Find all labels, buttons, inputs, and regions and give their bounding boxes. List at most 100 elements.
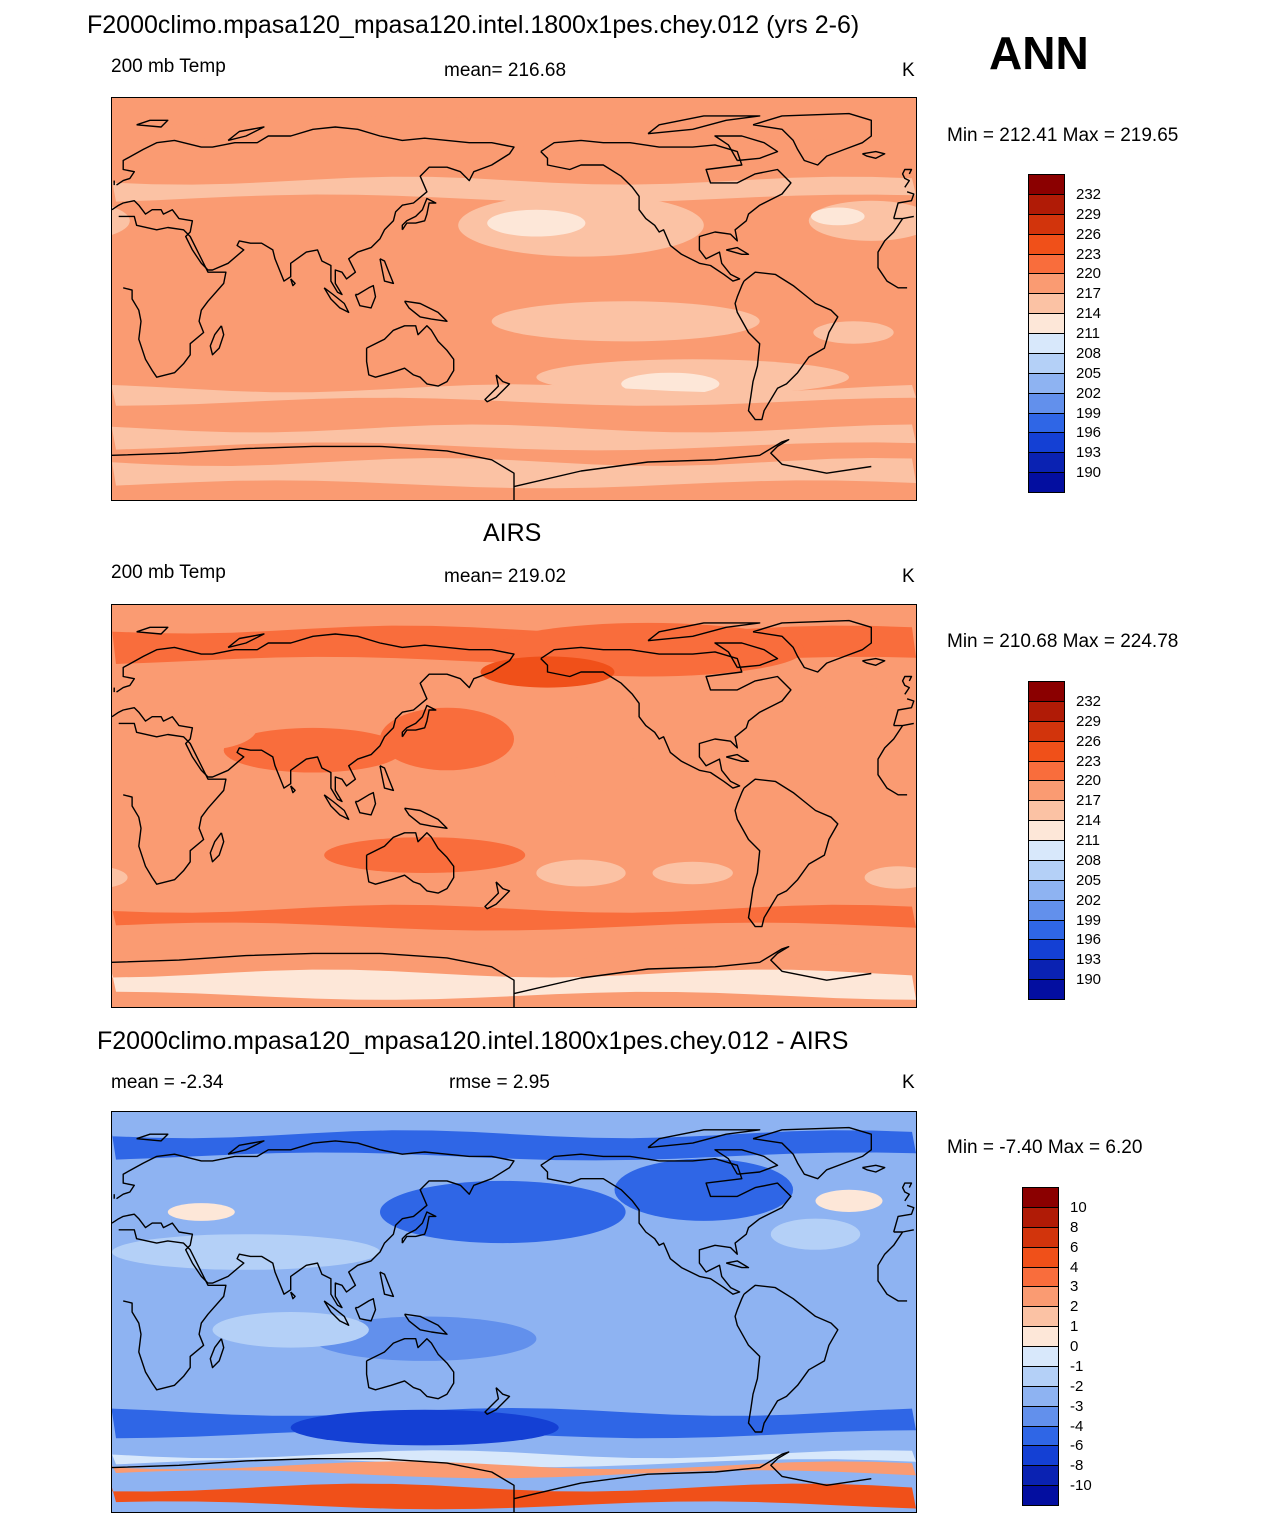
- field-band-14: [112, 943, 916, 963]
- field-blob-12: [864, 866, 916, 889]
- coastline-new-guinea: [404, 1313, 448, 1335]
- colorbar-tick-label: 214: [1076, 812, 1102, 830]
- panel-2-minmax: Min = 210.68 Max = 224.78: [947, 631, 1179, 652]
- coastline-philippines: [379, 1271, 395, 1298]
- colorbar-swatch: [1028, 273, 1065, 294]
- coastline-svalbard: [136, 119, 169, 128]
- panel-3-units-label: K: [902, 1072, 915, 1093]
- colorbar-swatch: [1022, 1266, 1059, 1287]
- field-blob-6: [324, 837, 526, 873]
- coastline-antarctica: [513, 439, 872, 488]
- colorbar-swatch: [1022, 1206, 1059, 1228]
- colorbar-tick-label: 226: [1076, 225, 1102, 243]
- coastline-iceland: [862, 150, 886, 159]
- colorbar-swatch: [1028, 959, 1065, 980]
- colorbar-swatch: [1022, 1326, 1059, 1347]
- panel-2-map: [111, 604, 917, 1008]
- colorbar-tick-label: 217: [1076, 792, 1102, 810]
- colorbar-tick-label: 8: [1070, 1218, 1079, 1236]
- coastline-africa-1: [118, 722, 227, 885]
- coastline-eurasia-africa-2: [893, 722, 914, 727]
- colorbar-tick-label: 10: [1070, 1198, 1087, 1216]
- coastline-japan: [401, 197, 437, 231]
- colorbar-tick-label: 208: [1076, 851, 1102, 869]
- field-band-12: [112, 1450, 916, 1468]
- field-blob-5: [770, 1218, 861, 1250]
- coastline-arctic-islands: [647, 622, 761, 642]
- colorbar-tick-label: 0: [1070, 1338, 1079, 1355]
- coastline-sri-lanka: [290, 785, 296, 794]
- colorbar-swatch: [1022, 1246, 1059, 1267]
- coastline-sumatra: [323, 287, 350, 314]
- colorbar-swatch: [1028, 720, 1065, 742]
- field-blob-5: [380, 707, 514, 771]
- colorbar-swatch: [1028, 899, 1065, 920]
- colorbar-tick-label: 202: [1076, 384, 1102, 402]
- colorbar-tick-label: 211: [1076, 832, 1100, 849]
- colorbar-swatch: [1028, 432, 1065, 453]
- coastline-eurasia-africa: [893, 698, 915, 726]
- colorbar-swatch: [1028, 939, 1065, 960]
- colorbar-swatch: [1028, 979, 1065, 1000]
- field-blob-11: [652, 861, 733, 885]
- colorbar-tick-label: -3: [1070, 1397, 1084, 1415]
- colorbar-swatch: [1028, 740, 1065, 761]
- season-label: ANN: [989, 27, 1089, 79]
- coastline-cuba: [726, 1260, 750, 1269]
- colorbar-swatch: [1028, 879, 1065, 901]
- panel-2-variable-label: 200 mb Temp: [111, 562, 226, 583]
- colorbar-tick-label: 193: [1076, 444, 1102, 462]
- coastline-cuba: [726, 246, 750, 256]
- field-blob-4: [223, 727, 403, 773]
- colorbar-tick-label: 190: [1076, 464, 1102, 482]
- colorbar-swatch: [1022, 1465, 1059, 1486]
- colorbar-swatch: [1028, 352, 1065, 374]
- coastline-japan: [401, 1211, 437, 1244]
- field-blob-8: [621, 372, 720, 396]
- panel-3-minmax: Min = -7.40 Max = 6.20: [947, 1137, 1143, 1158]
- colorbar-swatch: [1028, 333, 1065, 354]
- field-base: [112, 1112, 916, 1512]
- field-band-11: [112, 424, 916, 451]
- colorbar-tick-label: 208: [1076, 344, 1102, 362]
- colorbar-swatch: [1028, 820, 1065, 841]
- colorbar-swatch: [1022, 1485, 1059, 1506]
- colorbar-swatch: [1028, 859, 1065, 881]
- panel-1-title: F2000climo.mpasa120_mpasa120.intel.1800x…: [87, 11, 860, 39]
- colorbar-tick-label: 4: [1070, 1258, 1079, 1276]
- coastline-africa-1: [118, 215, 227, 378]
- coastline-antarctica: [513, 946, 872, 995]
- coastline-novaya-zemlya: [227, 126, 265, 142]
- coastline-africa-2: [877, 218, 908, 289]
- field-blob-5: [811, 207, 865, 226]
- panel-1-variable-label: 200 mb Temp: [111, 56, 226, 77]
- colorbar-tick-label: 199: [1076, 404, 1102, 422]
- colorbar-tick-label: 220: [1076, 772, 1102, 790]
- coastline-novaya-zemlya: [227, 633, 265, 649]
- coastline-greenland: [752, 619, 872, 673]
- colorbar-tick-label: 229: [1076, 205, 1102, 223]
- panel-3-rmse-label: rmse = 2.95: [449, 1072, 550, 1093]
- coastline-africa-1: [118, 1229, 227, 1391]
- coastline-cuba: [726, 753, 750, 763]
- coastline-sumatra: [323, 1300, 350, 1327]
- coastline-uk-2: [901, 675, 913, 695]
- coastline-uk-2: [901, 168, 913, 188]
- colorbar-tick-label: 199: [1076, 911, 1102, 929]
- colorbar-swatch: [1022, 1346, 1059, 1367]
- colorbar-swatch: [1028, 760, 1065, 781]
- coastline-eurasia-africa-1: [112, 633, 515, 803]
- panel-3-title: F2000climo.mpasa120_mpasa120.intel.1800x…: [97, 1027, 849, 1055]
- coastline-australia: [365, 1337, 455, 1400]
- colorbar-tick-label: 232: [1076, 185, 1102, 203]
- colorbar-swatch: [1022, 1385, 1059, 1407]
- field-band-13: [112, 904, 916, 931]
- coastline-australia: [365, 325, 455, 387]
- panel-2-mean-label: mean= 219.02: [444, 566, 567, 587]
- colorbar-swatch: [1028, 800, 1065, 821]
- coastline-north-america: [540, 139, 792, 282]
- colorbar-swatch: [1028, 213, 1065, 235]
- field-blob-3: [487, 209, 586, 237]
- coastline-madagascar: [209, 1338, 225, 1369]
- coastline-new-zealand: [484, 374, 511, 403]
